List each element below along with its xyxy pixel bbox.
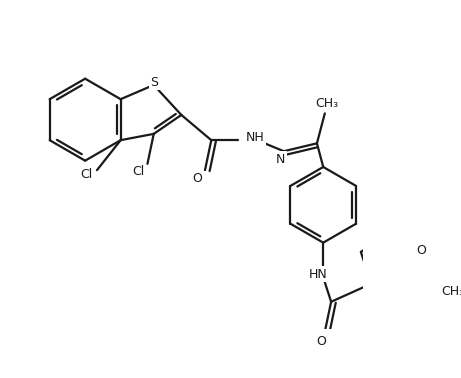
Text: CH₃: CH₃ [441, 285, 461, 298]
Text: NH: NH [246, 131, 265, 144]
Text: O: O [316, 335, 326, 348]
Text: Cl: Cl [80, 168, 92, 181]
Text: S: S [151, 76, 159, 89]
Text: O: O [192, 172, 202, 184]
Text: Cl: Cl [132, 165, 144, 178]
Text: N: N [276, 153, 285, 166]
Text: O: O [416, 244, 426, 257]
Text: CH₃: CH₃ [315, 98, 338, 110]
Text: HN: HN [309, 268, 328, 281]
